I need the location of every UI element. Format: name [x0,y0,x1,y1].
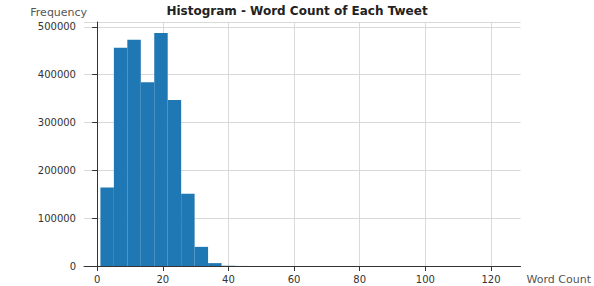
svg-text:0: 0 [70,261,76,272]
svg-text:80: 80 [353,274,366,285]
svg-text:Frequency: Frequency [30,6,87,19]
svg-text:400000: 400000 [38,69,76,80]
svg-text:40: 40 [222,274,235,285]
svg-text:300000: 300000 [38,117,76,128]
svg-text:Histogram - Word Count of Each: Histogram - Word Count of Each Tweet [166,4,428,18]
svg-text:100000: 100000 [38,213,76,224]
svg-text:20: 20 [156,274,169,285]
svg-text:Word Count: Word Count [527,273,592,286]
svg-text:60: 60 [288,274,301,285]
svg-text:500000: 500000 [38,21,76,32]
svg-text:120: 120 [481,274,500,285]
svg-text:200000: 200000 [38,165,76,176]
svg-text:100: 100 [416,274,435,285]
svg-text:0: 0 [94,274,100,285]
